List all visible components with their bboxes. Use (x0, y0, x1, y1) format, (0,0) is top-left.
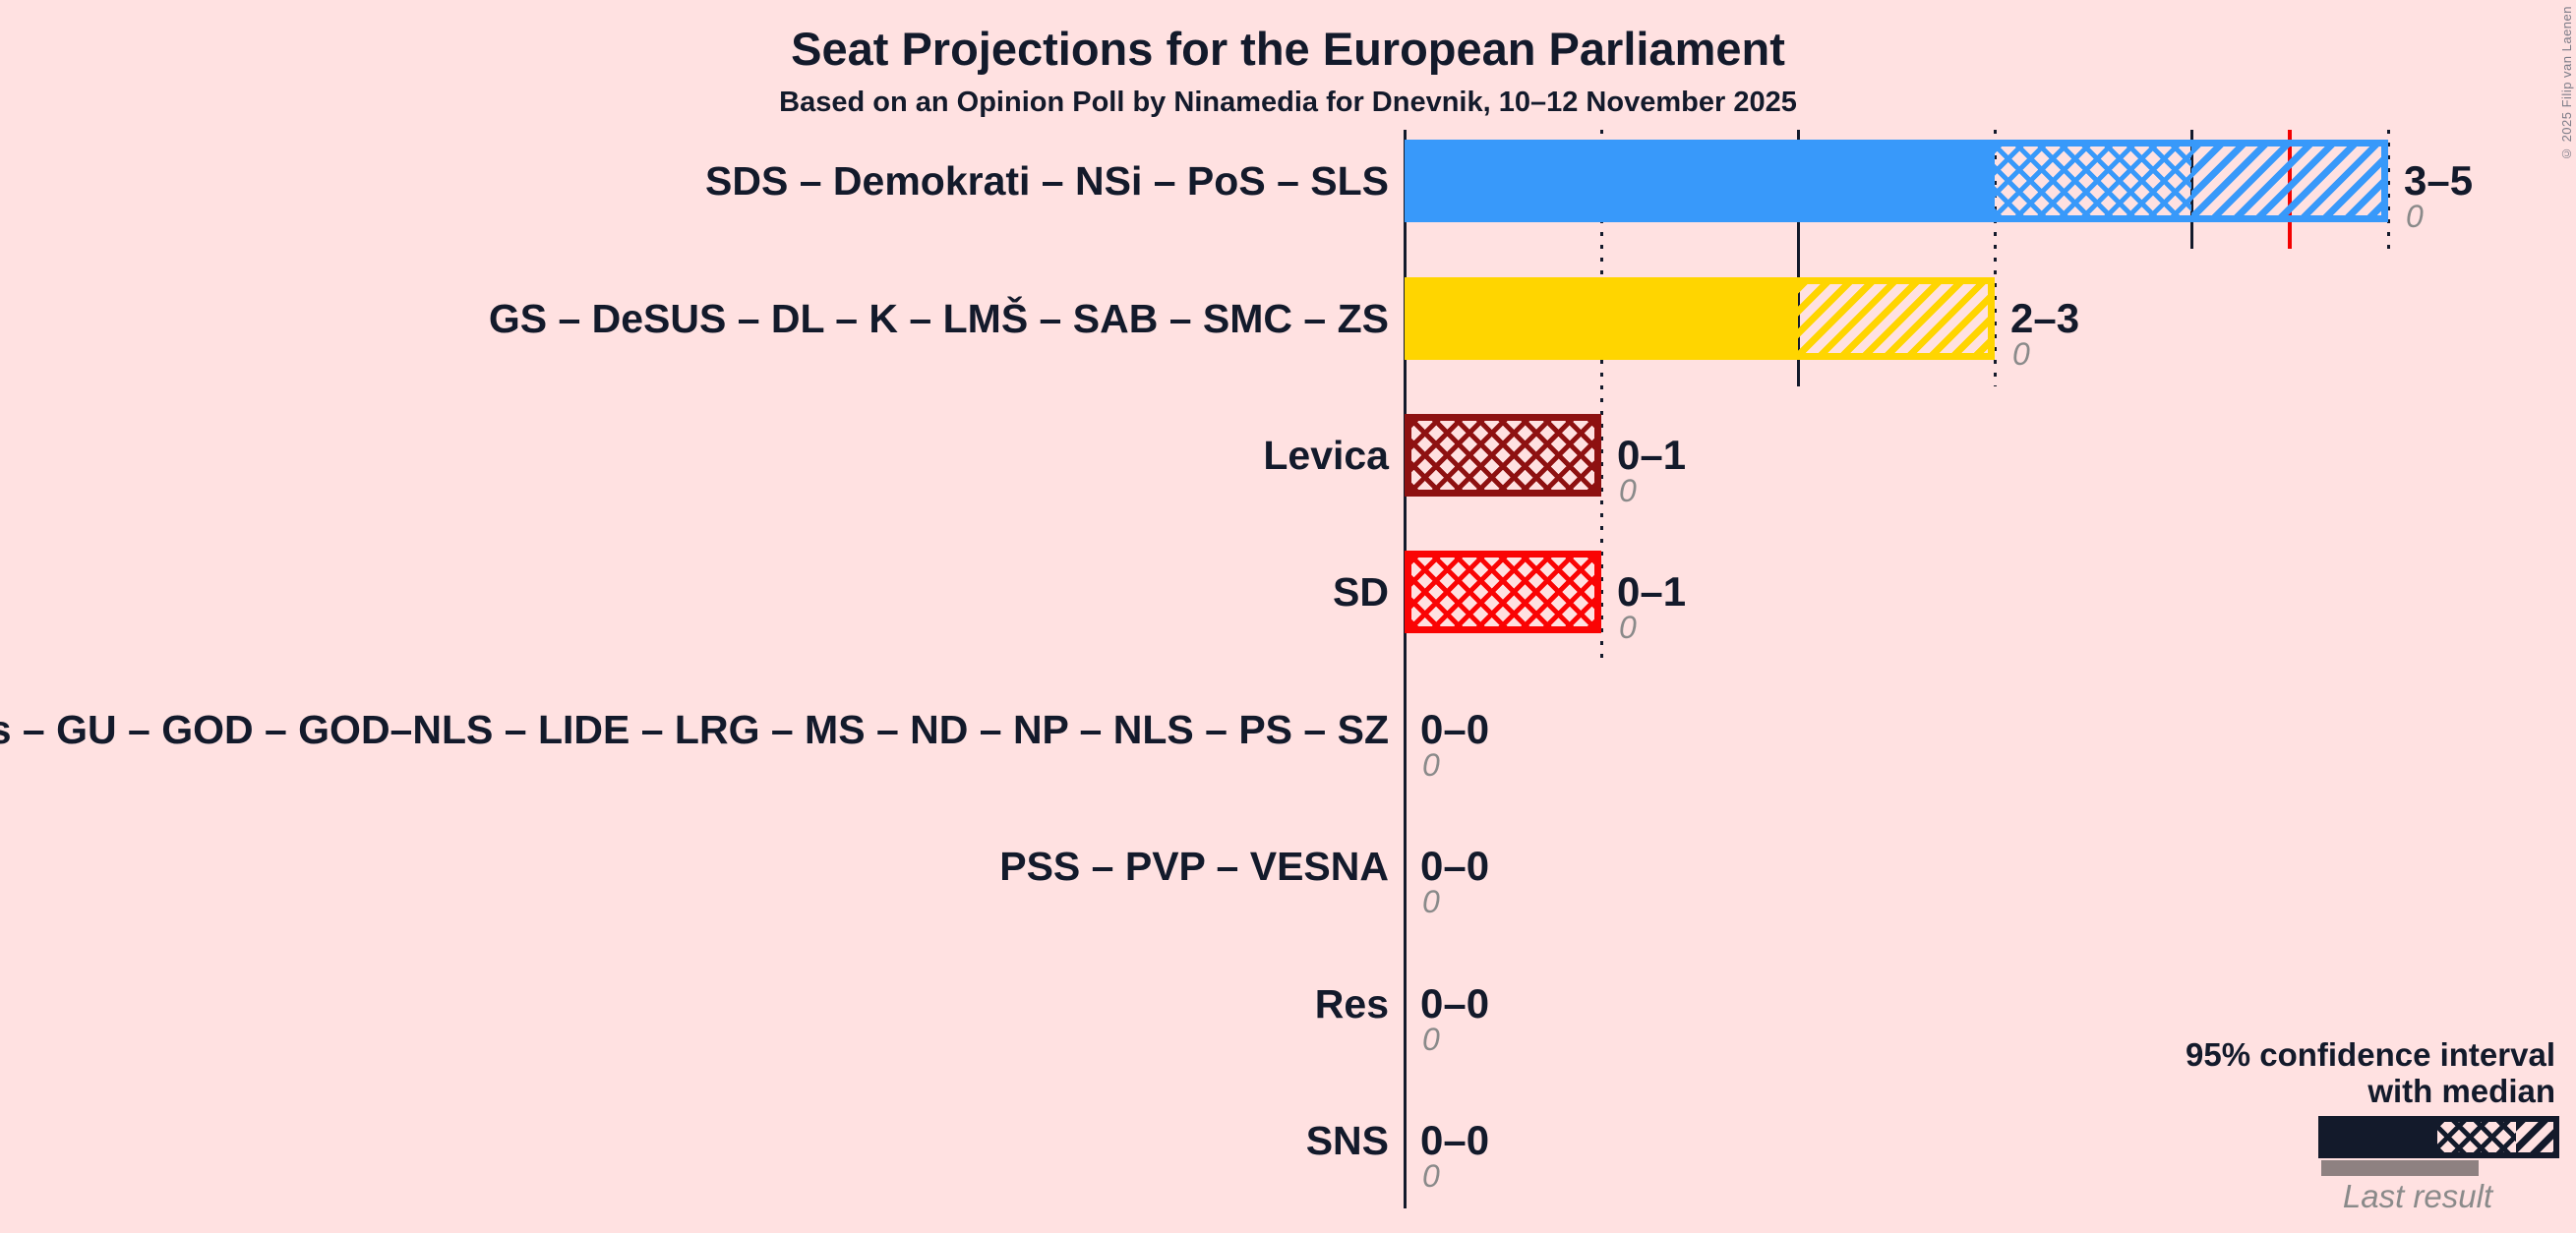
party-label: GS – DeSUS – DL – K – LMŠ – SAB – SMC – … (488, 295, 1389, 341)
party-label: DD – Fokus – GU – GOD – GOD–NLS – LIDE –… (0, 706, 1389, 752)
party-label: SD (1333, 569, 1389, 616)
legend-hatch-segment (2437, 1116, 2559, 1158)
legend-diagonal-pattern (2516, 1122, 2553, 1152)
seat-range-label: 2–3 (2010, 294, 2080, 341)
bar-segment-hatched (1995, 140, 2388, 223)
seat-range-label: 3–5 (2404, 157, 2474, 205)
seat-range-label: 0–0 (1420, 705, 1490, 752)
seat-range-label: 0–1 (1617, 568, 1687, 616)
legend-solid-segment (2318, 1116, 2437, 1158)
gridline-seat-5 (2386, 130, 2390, 250)
seat-range-label: 0–0 (1420, 843, 1490, 890)
party-label: SNS (1305, 1118, 1389, 1164)
legend-line-2: with median (2367, 1073, 2555, 1109)
party-label: PSS – PVP – VESNA (999, 844, 1389, 890)
last-result-label: 0 (1422, 1021, 1440, 1057)
seat-range-label: 0–0 (1420, 979, 1490, 1027)
bar-segment-hatched (1405, 414, 1601, 498)
bar-crosshatch-median-region (1411, 421, 1601, 491)
last-result-label: 0 (1422, 746, 1440, 783)
legend-line-1: 95% confidence interval (2186, 1036, 2555, 1073)
last-result-label: 0 (2012, 335, 2030, 372)
y-axis-line (1403, 130, 1407, 1209)
legend-last-result-bar (2321, 1160, 2479, 1176)
seat-range-label: 0–1 (1617, 432, 1687, 479)
bar-segment-solid (1405, 276, 1798, 360)
last-result-label: 0 (1619, 473, 1637, 509)
party-label: SDS – Demokrati – NSi – PoS – SLS (705, 158, 1389, 205)
bar-segment-hatched (1405, 551, 1601, 634)
legend-crosshatch-pattern (2437, 1122, 2516, 1152)
party-label: Res (1314, 980, 1389, 1027)
seat-range-label: 0–0 (1420, 1117, 1490, 1164)
last-result-label: 0 (1422, 1158, 1440, 1195)
bar-segment-hatched (1798, 276, 1995, 360)
bar-crosshatch-median-region (1995, 147, 2191, 216)
bar-diagonal-upper-ci-region (1798, 283, 1988, 353)
bar-diagonal-upper-ci-region (2191, 147, 2381, 216)
legend-sample-bar (2318, 1116, 2559, 1158)
legend-title: 95% confidence interval with median (2186, 1036, 2555, 1109)
last-result-label: 0 (1422, 884, 1440, 920)
gridline-seat-1 (1599, 130, 1603, 661)
gridline-seat-2 (1796, 130, 1800, 386)
last-result-label: 0 (1619, 610, 1637, 646)
last-result-label: 0 (2406, 199, 2424, 235)
chart-title: Seat Projections for the European Parlia… (791, 23, 1785, 75)
chart-subtitle: Based on an Opinion Poll by Ninamedia fo… (779, 87, 1797, 118)
bar-crosshatch-median-region (1411, 558, 1601, 627)
bar-segment-solid (1405, 140, 1995, 223)
gridline-seat-3 (1993, 130, 1997, 386)
party-label: Levica (1263, 433, 1389, 479)
legend-last-result-label: Last result (2342, 1178, 2493, 1214)
